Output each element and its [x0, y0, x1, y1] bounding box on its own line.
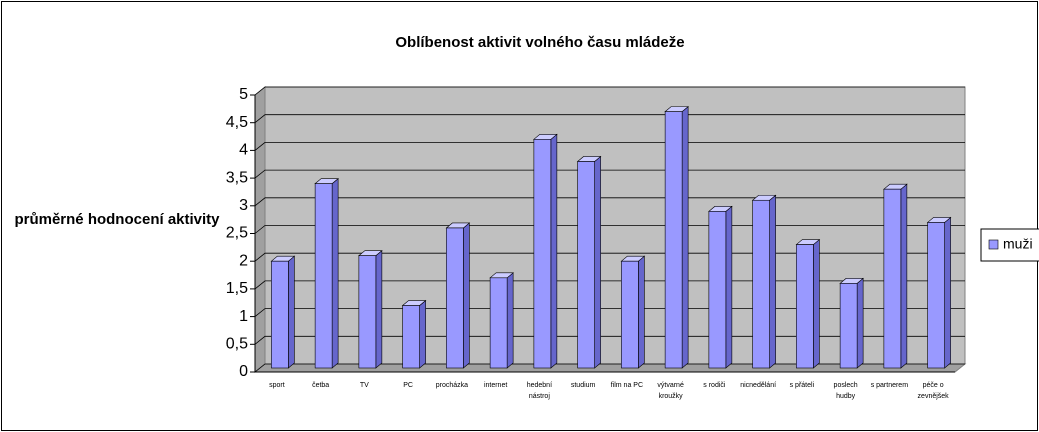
bar	[839, 283, 858, 369]
bar-side	[813, 238, 820, 369]
bar-side	[638, 255, 645, 369]
grid-line	[254, 141, 965, 151]
bar	[621, 260, 639, 369]
bar	[577, 161, 595, 369]
x-tick-label: poslech hudby	[833, 382, 858, 400]
chart-title: Oblíbenost aktivit volného času mládeže	[395, 34, 684, 51]
y-tick-label: 2,5	[226, 225, 248, 242]
x-tick-label: studium	[570, 382, 596, 389]
bar-side	[594, 155, 601, 369]
bar	[271, 260, 289, 369]
grid-line	[254, 197, 965, 207]
legend-swatch	[988, 239, 999, 250]
x-tick-label: internet	[483, 382, 508, 389]
bar-side	[725, 205, 733, 369]
legend-label: muži	[1003, 236, 1033, 252]
x-tick-label: výtvarné kroužky	[657, 382, 684, 400]
y-tick-label: 1,5	[226, 280, 248, 297]
bar	[752, 199, 770, 369]
bar	[533, 139, 552, 369]
bar-side	[506, 272, 514, 369]
x-tick-label: s partnerem	[870, 382, 909, 389]
x-tick-label: TV	[359, 382, 369, 389]
grid-line	[254, 169, 965, 179]
x-tick-label: sport	[269, 382, 285, 389]
x-tick-label: s rodiči	[703, 382, 726, 389]
y-tick-label: 1	[239, 308, 248, 325]
y-tick-label: 5	[239, 86, 248, 103]
bar	[883, 188, 902, 369]
bar	[796, 244, 814, 369]
y-tick-label: 3,5	[226, 169, 248, 186]
bar	[489, 277, 508, 369]
bar-side	[769, 194, 776, 369]
y-tick-label: 3	[239, 197, 248, 214]
bar-side	[900, 183, 908, 369]
bar	[402, 305, 420, 369]
x-tick-label: procházka	[435, 382, 469, 389]
y-tick-label: 0	[239, 363, 248, 380]
x-tick-label: hedební nástroj	[526, 382, 553, 400]
bar-side	[331, 177, 339, 369]
bar-side	[681, 105, 689, 369]
y-tick-label: 2	[239, 252, 248, 269]
bar	[446, 227, 464, 369]
bar-side	[375, 250, 383, 369]
y-tick-label: 4,5	[226, 114, 248, 131]
x-tick-label: péče o zevnějšek	[917, 382, 949, 400]
grid-line	[254, 86, 965, 96]
bar	[708, 211, 727, 369]
bar-side	[856, 277, 864, 369]
bar	[664, 111, 683, 369]
bar-side	[463, 222, 470, 369]
grid-line	[254, 363, 965, 373]
bar-side	[944, 216, 951, 369]
bar-side	[419, 299, 426, 369]
bar-side	[288, 255, 295, 369]
y-tick-label: 0,5	[226, 336, 248, 353]
y-tick-label: 4	[239, 142, 248, 159]
y-axis-label: průměrné hodnocení aktivity	[14, 211, 220, 228]
bar	[927, 222, 945, 369]
x-tick-label: četba	[312, 382, 330, 389]
grid-line	[254, 114, 965, 124]
bar	[314, 183, 333, 369]
x-tick-label: PC	[403, 382, 413, 389]
bar	[358, 255, 377, 369]
x-tick-label: film na PC	[610, 382, 644, 389]
x-tick-label: s přáteli	[789, 382, 815, 389]
bar-side	[550, 133, 558, 369]
x-tick-label: nicnedělání	[740, 382, 777, 389]
